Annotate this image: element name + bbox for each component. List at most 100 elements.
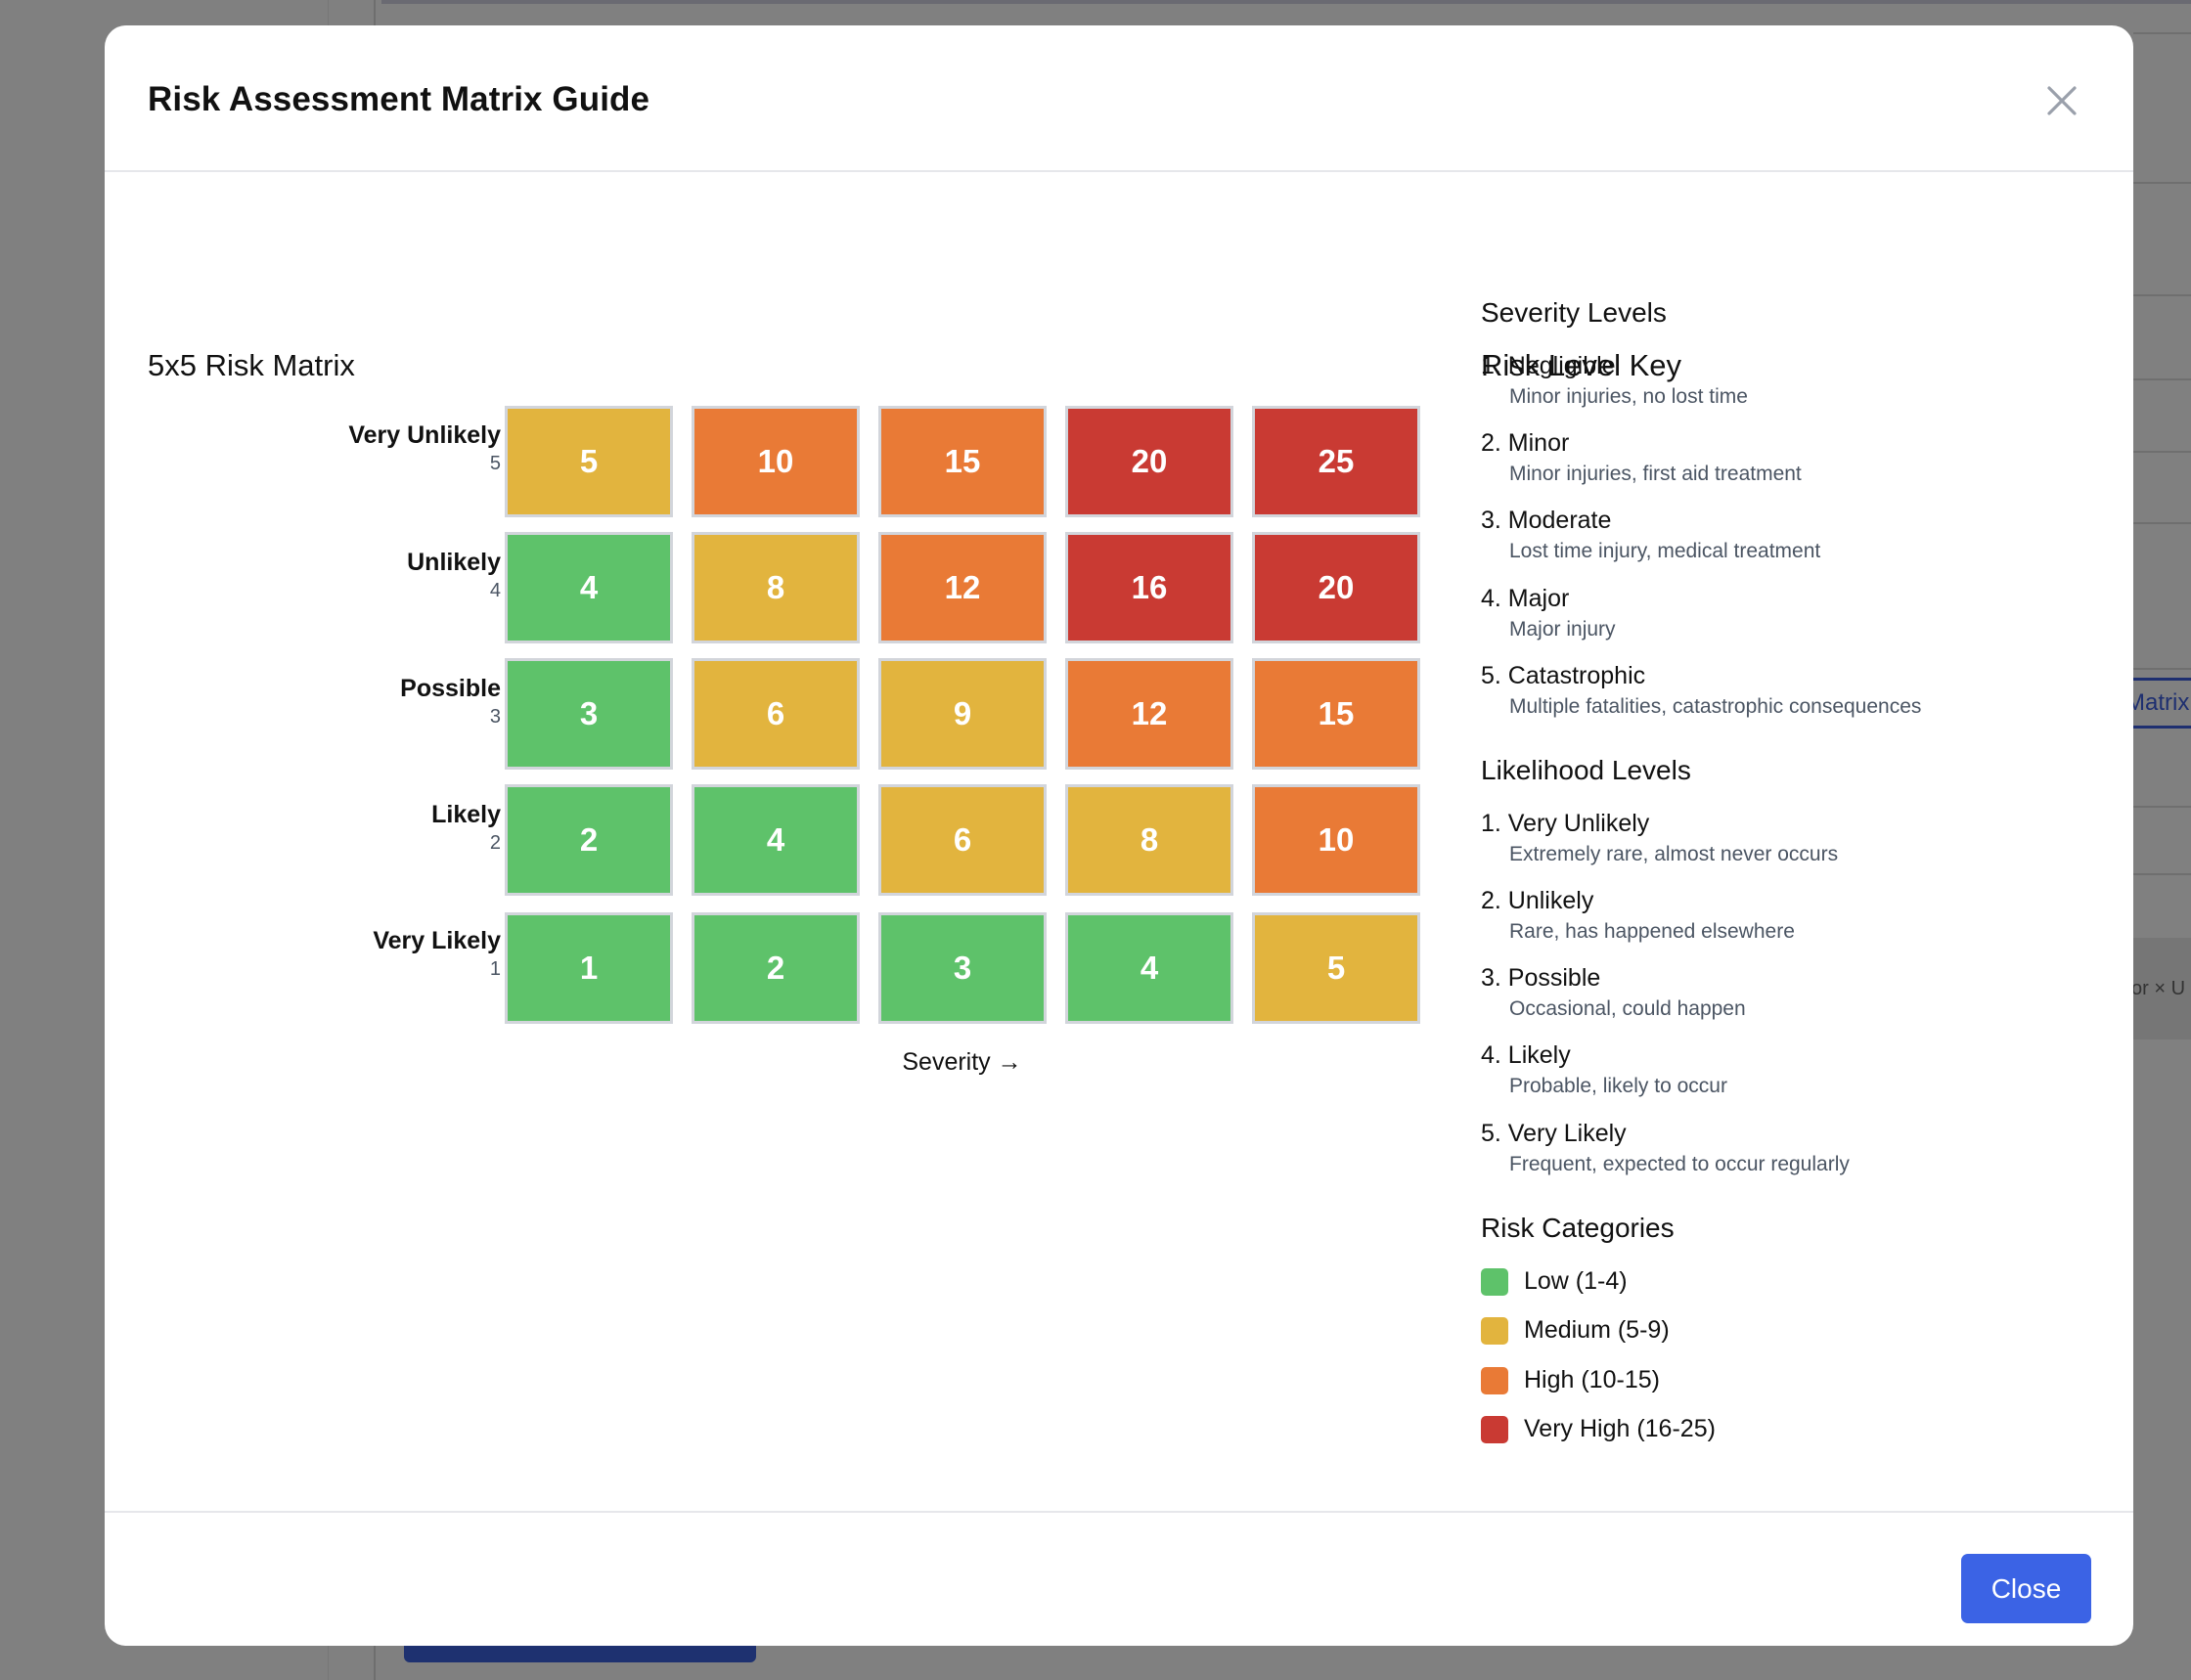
risk-cell-high[interactable]: 10 (692, 406, 860, 517)
level-label: 5. Catastrophic (1481, 662, 1646, 689)
severity-level-item: 3. Moderate Lost time injury, medical tr… (1481, 506, 1820, 566)
risk-cell-low[interactable]: 4 (1065, 912, 1233, 1024)
modal-title: Risk Assessment Matrix Guide (148, 80, 650, 118)
likelihood-number: 5 (489, 453, 501, 474)
risk-cell-very-high[interactable]: 20 (1065, 406, 1233, 517)
risk-cell-medium[interactable]: 5 (505, 406, 673, 517)
bg-table-rule (2133, 522, 2191, 524)
risk-cell-medium[interactable]: 5 (1252, 912, 1420, 1024)
risk-cell-very-high[interactable]: 25 (1252, 406, 1420, 517)
likelihood-name: Very Likely (373, 927, 501, 954)
risk-category-low: Low (1-4) (1481, 1267, 1628, 1296)
likelihood-name: Unlikely (407, 549, 501, 576)
risk-cell-very-high[interactable]: 20 (1252, 532, 1420, 643)
level-label: 1. Negligible (1481, 352, 1616, 379)
level-description: Rare, has happened elsewhere (1509, 920, 1795, 943)
category-label: Low (1-4) (1524, 1267, 1628, 1295)
likelihood-number: 4 (489, 580, 501, 601)
risk-cell-low[interactable]: 4 (505, 532, 673, 643)
level-label: 2. Unlikely (1481, 887, 1594, 914)
risk-cell-medium[interactable]: 8 (1065, 784, 1233, 896)
level-label: 1. Very Unlikely (1481, 810, 1650, 837)
category-label: Very High (16-25) (1524, 1415, 1716, 1442)
color-swatch-icon (1481, 1267, 1508, 1296)
bg-table-rule (2133, 182, 2191, 184)
risk-cell-high[interactable]: 15 (878, 406, 1047, 517)
likelihood-levels-title: Likelihood Levels (1481, 755, 1691, 785)
risk-cell-high[interactable]: 10 (1252, 784, 1420, 896)
matrix-title: 5x5 Risk Matrix (148, 348, 355, 382)
risk-cell-low[interactable]: 3 (505, 658, 673, 770)
bg-table-rule (2133, 806, 2191, 808)
bg-matrix-button: Matrix (2113, 678, 2191, 729)
likelihood-name: Very Unlikely (348, 421, 501, 449)
severity-level-item: 2. Minor Minor injuries, first aid treat… (1481, 428, 1802, 489)
severity-level-item: 4. Major Major injury (1481, 584, 1616, 644)
risk-category-very-high: Very High (16-25) (1481, 1415, 1716, 1443)
level-description: Minor injuries, no lost time (1509, 385, 1748, 408)
level-label: 3. Moderate (1481, 507, 1612, 534)
bg-table-rule (2133, 378, 2191, 380)
likelihood-level-item: 2. Unlikely Rare, has happened elsewhere (1481, 886, 1795, 947)
category-label: High (10-15) (1524, 1366, 1660, 1393)
level-description: Extremely rare, almost never occurs (1509, 843, 1839, 865)
risk-categories-title: Risk Categories (1481, 1213, 1675, 1243)
risk-category-medium: Medium (5-9) (1481, 1316, 1670, 1345)
risk-cell-low[interactable]: 2 (505, 784, 673, 896)
bg-table-rule (2133, 668, 2191, 670)
level-description: Minor injuries, first aid treatment (1509, 463, 1802, 485)
risk-cell-low[interactable]: 3 (878, 912, 1047, 1024)
level-label: 3. Possible (1481, 964, 1601, 992)
severity-levels-title: Severity Levels (1481, 297, 1667, 328)
modal-header: Risk Assessment Matrix Guide (105, 25, 2133, 172)
level-description: Multiple fatalities, catastrophic conseq… (1509, 695, 1922, 718)
level-label: 4. Major (1481, 585, 1570, 612)
bg-formula-text: or × U (2133, 978, 2186, 999)
color-swatch-icon (1481, 1366, 1508, 1394)
level-description: Frequent, expected to occur regularly (1509, 1153, 1850, 1175)
risk-matrix-guide-modal: Risk Assessment Matrix Guide 5x5 Risk Ma… (105, 25, 2133, 1646)
likelihood-row-header: Likely 2 (431, 800, 501, 857)
likelihood-level-item: 4. Likely Probable, likely to occur (1481, 1040, 1727, 1101)
risk-cell-high[interactable]: 15 (1252, 658, 1420, 770)
likelihood-row-header: Unlikely 4 (407, 548, 501, 604)
likelihood-row-header: Very Unlikely 5 (348, 420, 501, 477)
risk-cell-medium[interactable]: 9 (878, 658, 1047, 770)
risk-cell-low[interactable]: 4 (692, 784, 860, 896)
likelihood-level-item: 1. Very Unlikely Extremely rare, almost … (1481, 809, 1838, 869)
level-description: Occasional, could happen (1509, 997, 1746, 1020)
bg-top-bar (381, 0, 2191, 4)
level-label: 5. Very Likely (1481, 1120, 1627, 1147)
risk-category-high: High (10-15) (1481, 1366, 1660, 1394)
level-description: Major injury (1509, 618, 1616, 641)
risk-cell-low[interactable]: 1 (505, 912, 673, 1024)
risk-cell-high[interactable]: 12 (1065, 658, 1233, 770)
likelihood-number: 1 (489, 958, 501, 980)
close-icon[interactable] (2045, 84, 2079, 117)
modal-body: 5x5 Risk Matrix Negligible 1 Minor 2 Mod… (105, 172, 2133, 1513)
risk-cell-low[interactable]: 2 (692, 912, 860, 1024)
level-description: Lost time injury, medical treatment (1509, 540, 1821, 562)
likelihood-row-header: Very Likely 1 (373, 926, 501, 983)
color-swatch-icon (1481, 1316, 1508, 1345)
risk-cell-medium[interactable]: 6 (878, 784, 1047, 896)
risk-cell-very-high[interactable]: 16 (1065, 532, 1233, 643)
bg-table-rule (2133, 294, 2191, 296)
close-button[interactable]: Close (1961, 1554, 2091, 1623)
modal-footer: Close (105, 1513, 2133, 1644)
level-label: 2. Minor (1481, 429, 1570, 457)
risk-cell-high[interactable]: 12 (878, 532, 1047, 643)
likelihood-number: 2 (489, 832, 501, 854)
likelihood-number: 3 (489, 706, 501, 728)
risk-cell-medium[interactable]: 8 (692, 532, 860, 643)
level-label: 4. Likely (1481, 1041, 1571, 1069)
likelihood-row-header: Possible 3 (400, 674, 501, 730)
bg-table-rule (2133, 873, 2191, 875)
severity-axis-label: Severity → (902, 1048, 1022, 1076)
color-swatch-icon (1481, 1415, 1508, 1443)
severity-level-item: 5. Catastrophic Multiple fatalities, cat… (1481, 661, 1921, 722)
severity-level-item: 1. Negligible Minor injuries, no lost ti… (1481, 351, 1748, 412)
likelihood-name: Possible (400, 675, 501, 702)
bg-table-rule (2133, 451, 2191, 453)
risk-cell-medium[interactable]: 6 (692, 658, 860, 770)
